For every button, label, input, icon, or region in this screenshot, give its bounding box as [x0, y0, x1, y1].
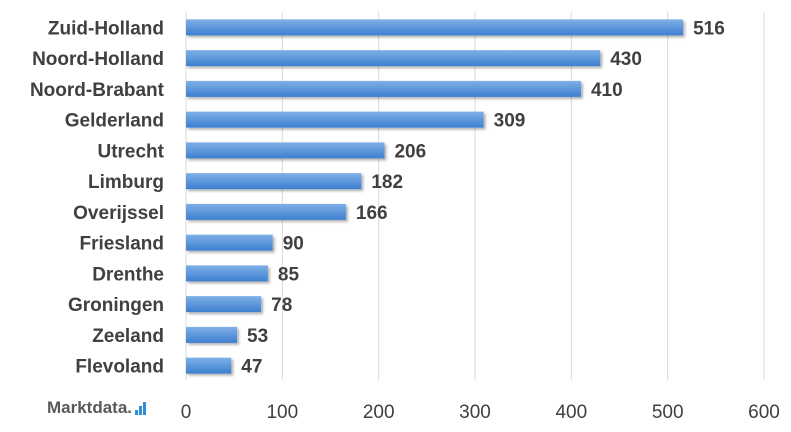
bar	[186, 80, 581, 97]
brand-logo: Marktdata.	[47, 398, 147, 418]
category-label: Drenthe	[92, 264, 164, 285]
category-label: Noord-Brabant	[30, 80, 165, 101]
bar	[186, 203, 346, 220]
bar	[186, 173, 362, 190]
bar	[186, 296, 262, 313]
value-label: 53	[247, 326, 268, 347]
category-label: Flevoland	[75, 357, 164, 378]
gridlines	[185, 12, 765, 380]
value-label: 90	[283, 234, 304, 255]
category-label: Zeeland	[92, 326, 164, 347]
value-label: 309	[494, 111, 526, 132]
value-label: 410	[591, 80, 623, 101]
value-label: 182	[371, 172, 403, 193]
value-label: 47	[241, 357, 262, 378]
value-label: 430	[610, 49, 642, 70]
bar	[186, 326, 238, 343]
x-tick-label: 200	[363, 402, 395, 423]
value-label: 78	[271, 295, 292, 316]
category-label: Friesland	[80, 234, 164, 255]
category-labels: Zuid-Holland Noord-Holland Noord-Brabant Ge…	[30, 18, 165, 377]
bar	[186, 50, 601, 67]
x-tick-label: 600	[748, 402, 780, 423]
bar	[186, 357, 232, 374]
category-label: Overijssel	[73, 203, 164, 224]
bar	[186, 265, 268, 282]
x-tick-labels: 0 100 200 300 400 500 600	[181, 402, 780, 423]
value-label: 516	[693, 18, 725, 39]
bar	[186, 142, 385, 159]
bars	[186, 19, 684, 374]
x-tick-label: 400	[555, 402, 587, 423]
bar	[186, 234, 273, 251]
x-tick-label: 0	[181, 402, 192, 423]
value-label: 206	[394, 141, 426, 162]
value-label: 166	[356, 203, 388, 224]
category-label: Groningen	[68, 295, 164, 316]
brand-name: Marktdata.	[47, 398, 133, 417]
x-tick-label: 100	[266, 402, 298, 423]
category-label: Utrecht	[97, 141, 164, 162]
category-label: Zuid-Holland	[48, 18, 164, 39]
bar	[186, 111, 484, 128]
category-label: Noord-Holland	[32, 49, 164, 70]
x-tick-label: 500	[652, 402, 684, 423]
value-label: 85	[278, 264, 300, 285]
x-tick-label: 300	[459, 402, 491, 423]
category-label: Limburg	[88, 172, 164, 193]
category-label: Gelderland	[65, 111, 164, 132]
bar-chart-icon	[135, 402, 147, 415]
bar	[186, 19, 684, 36]
